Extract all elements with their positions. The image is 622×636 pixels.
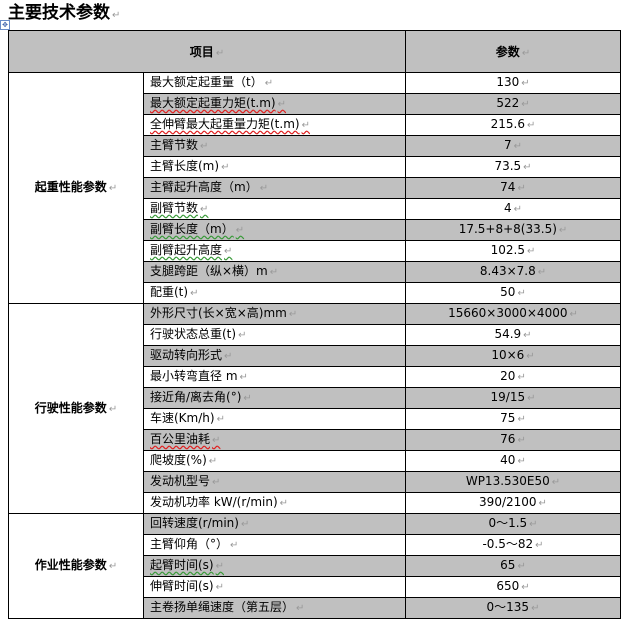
spec-table: 项目 参数 起重性能参数最大额定起重量（t）130最大额定起重力矩(t.m)52… xyxy=(8,30,621,619)
table-row: 发动机型号WP13.530E50 xyxy=(9,471,621,493)
item-cell: 最小转弯直径 m xyxy=(143,366,406,388)
item-cell: 驱动转向形式 xyxy=(143,345,406,367)
value-cell: 0～135 xyxy=(405,597,621,619)
table-row: 副臂长度（m）17.5+8+8(33.5) xyxy=(9,219,621,241)
value-cell: 215.6 xyxy=(405,114,621,136)
value-cell: 50 xyxy=(405,282,621,304)
table-row: 副臂起升高度102.5 xyxy=(9,240,621,262)
table-row: 作业性能参数回转速度(r/min)0～1.5 xyxy=(8,513,621,619)
table-row: 最大额定起重力矩(t.m)522 xyxy=(9,93,621,115)
table-header-row: 项目 参数 xyxy=(8,30,621,73)
value-cell: 522 xyxy=(405,93,621,115)
item-cell: 主臂节数 xyxy=(143,135,406,157)
header-item: 项目 xyxy=(8,30,406,73)
item-cell: 主臂仰角（°） xyxy=(143,534,406,556)
value-cell: 650 xyxy=(405,576,621,598)
value-cell: 54.9 xyxy=(405,324,621,346)
value-cell: -0.5～82 xyxy=(405,534,621,556)
value-cell: 40 xyxy=(405,450,621,472)
table-row: 主卷扬单绳速度（第五层）0～135 xyxy=(9,597,621,619)
item-cell: 配重(t) xyxy=(143,282,406,304)
value-cell: 65 xyxy=(405,555,621,577)
table-row: 配重(t)50 xyxy=(9,282,621,304)
table-row: 全伸臂最大起重量力矩(t.m)215.6 xyxy=(9,114,621,136)
table-row: 支腿跨距（纵×横）m8.43×7.8 xyxy=(9,261,621,283)
value-cell: 76 xyxy=(405,429,621,451)
value-cell: 17.5+8+8(33.5) xyxy=(405,219,621,241)
item-cell: 行驶状态总重(t) xyxy=(143,324,406,346)
item-cell: 主臂起升高度（m） xyxy=(143,177,406,199)
item-cell: 主臂长度(m) xyxy=(143,156,406,178)
value-cell: 19/15 xyxy=(405,387,621,409)
value-cell: 74 xyxy=(405,177,621,199)
document-title: 主要技术参数 xyxy=(8,2,120,27)
table-move-handle-icon[interactable]: ✥ xyxy=(0,20,10,30)
item-cell: 爬坡度(%) xyxy=(143,450,406,472)
item-cell: 外形尺寸(长×宽×高)mm xyxy=(143,303,406,325)
item-cell: 车速(Km/h) xyxy=(143,408,406,430)
header-value: 参数 xyxy=(405,30,621,73)
table-row: 主臂节数7 xyxy=(9,135,621,157)
table-row: 主臂仰角（°）-0.5～82 xyxy=(9,534,621,556)
value-cell: 15660×3000×4000 xyxy=(405,303,621,325)
item-cell: 回转速度(r/min) xyxy=(143,513,406,535)
item-cell: 接近角/离去角(°) xyxy=(143,387,406,409)
value-cell: 73.5 xyxy=(405,156,621,178)
table-row: 起重性能参数最大额定起重量（t）130 xyxy=(8,72,621,304)
value-cell: 0～1.5 xyxy=(405,513,621,535)
value-cell: 130 xyxy=(405,72,621,94)
group-label: 行驶性能参数 xyxy=(8,303,144,514)
value-cell: 390/2100 xyxy=(405,492,621,514)
item-cell: 副臂长度（m） xyxy=(143,219,406,241)
value-cell: 75 xyxy=(405,408,621,430)
value-cell: 10×6 xyxy=(405,345,621,367)
item-cell: 主卷扬单绳速度（第五层） xyxy=(143,597,406,619)
item-cell: 全伸臂最大起重量力矩(t.m) xyxy=(143,114,406,136)
table-row: 爬坡度(%)40 xyxy=(9,450,621,472)
item-cell: 最大额定起重力矩(t.m) xyxy=(143,93,406,115)
item-cell: 起臂时间(s) xyxy=(143,555,406,577)
table-row: 驱动转向形式10×6 xyxy=(9,345,621,367)
table-row: 最小转弯直径 m20 xyxy=(9,366,621,388)
group-label: 起重性能参数 xyxy=(8,72,144,304)
value-cell: WP13.530E50 xyxy=(405,471,621,493)
value-cell: 4 xyxy=(405,198,621,220)
value-cell: 7 xyxy=(405,135,621,157)
item-cell: 发动机型号 xyxy=(143,471,406,493)
table-row: 接近角/离去角(°)19/15 xyxy=(9,387,621,409)
item-cell: 发动机功率 kW/(r/min) xyxy=(143,492,406,514)
item-cell: 支腿跨距（纵×横）m xyxy=(143,261,406,283)
item-cell: 伸臂时间(s) xyxy=(143,576,406,598)
table-row: 主臂起升高度（m）74 xyxy=(9,177,621,199)
value-cell: 8.43×7.8 xyxy=(405,261,621,283)
item-cell: 最大额定起重量（t） xyxy=(143,72,406,94)
value-cell: 102.5 xyxy=(405,240,621,262)
item-cell: 副臂起升高度 xyxy=(143,240,406,262)
item-cell: 百公里油耗 xyxy=(143,429,406,451)
table-row: 起臂时间(s)65 xyxy=(9,555,621,577)
item-cell: 副臂节数 xyxy=(143,198,406,220)
table-row: 行驶性能参数外形尺寸(长×宽×高)mm15660×3000×4000 xyxy=(8,303,621,514)
value-cell: 20 xyxy=(405,366,621,388)
group-label: 作业性能参数 xyxy=(8,513,144,619)
